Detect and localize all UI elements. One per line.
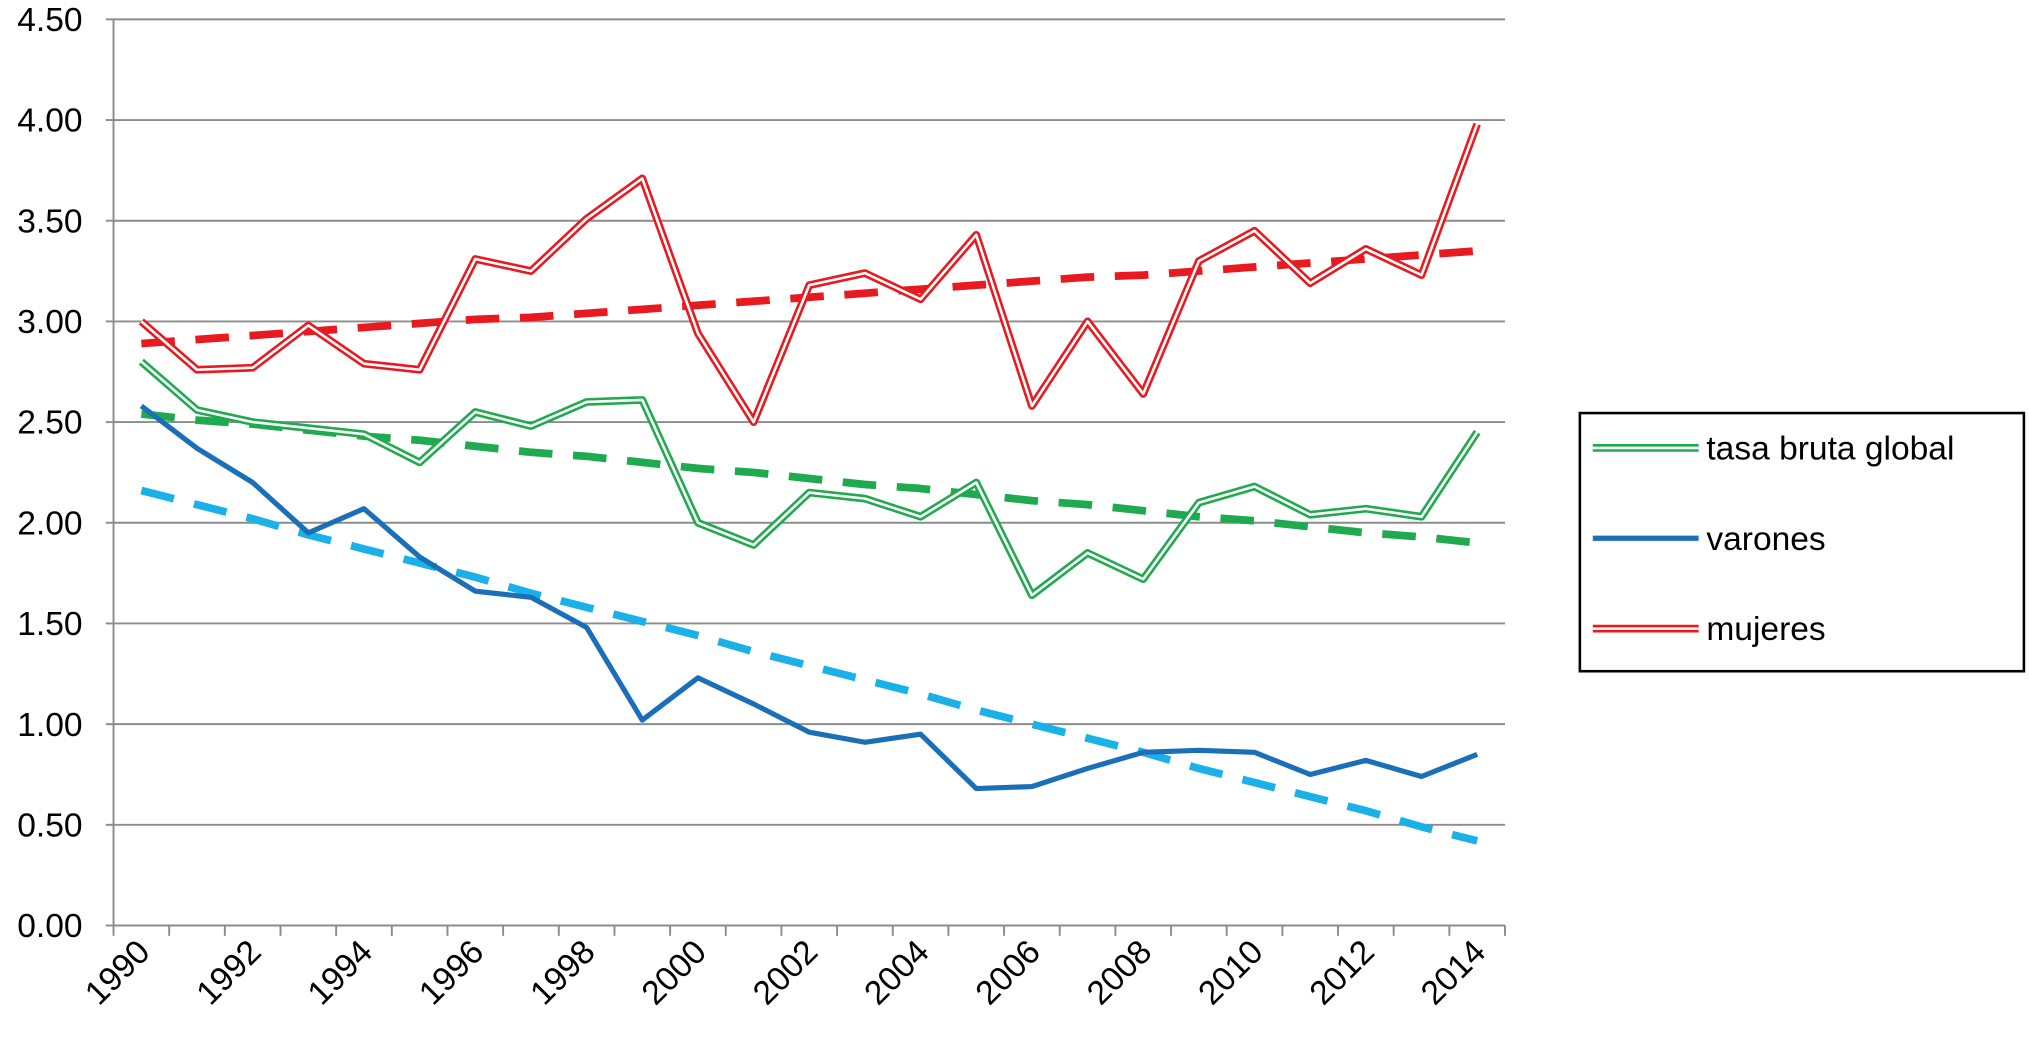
- series-line-inner: [140, 360, 1479, 597]
- y-tick-label: 1.00: [17, 707, 82, 744]
- x-tick-label: 1998: [524, 933, 603, 1012]
- y-tick-label: 4.50: [17, 2, 82, 39]
- y-tick-label: 1.50: [17, 606, 82, 643]
- y-tick-label: 0.00: [17, 908, 82, 945]
- x-tick-label: 2014: [1414, 933, 1493, 1012]
- series-line: [139, 403, 1479, 792]
- x-tick-label: 1996: [412, 933, 491, 1012]
- x-tick-label: 2000: [635, 933, 714, 1012]
- x-tick-label: 2010: [1192, 933, 1271, 1012]
- legend-label: varones: [1706, 521, 1825, 558]
- x-tick-label: 2012: [1303, 933, 1382, 1012]
- series-line: [140, 486, 1479, 845]
- x-tick-label: 2006: [969, 933, 1048, 1012]
- x-tick-label: 2004: [858, 933, 937, 1012]
- y-tick-label: 2.00: [17, 505, 82, 542]
- x-tick-label: 2002: [746, 933, 825, 1012]
- series-line: [141, 247, 1478, 348]
- legend-label: tasa bruta global: [1706, 431, 1954, 468]
- series-line: [138, 122, 1481, 426]
- x-tick-label: 2008: [1080, 933, 1159, 1012]
- x-tick-label: 1992: [190, 933, 269, 1012]
- x-tick-label: 1994: [301, 933, 380, 1012]
- y-tick-label: 4.00: [17, 103, 82, 140]
- y-tick-label: 3.00: [17, 304, 82, 341]
- x-tick-label: 1990: [78, 933, 157, 1012]
- y-tick-label: 2.50: [17, 405, 82, 442]
- series-line-inner: [140, 123, 1479, 424]
- legend-label: mujeres: [1706, 611, 1825, 648]
- y-tick-label: 3.50: [17, 203, 82, 240]
- y-tick-label: 0.50: [17, 807, 82, 844]
